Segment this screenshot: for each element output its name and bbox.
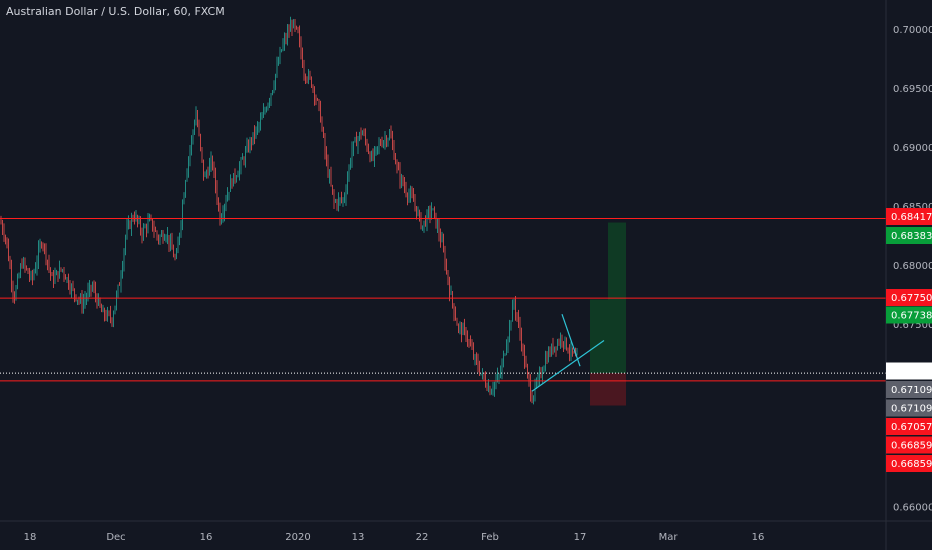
y-tick-label: 0.66000 [893,503,932,514]
price-tag-label: 0.68417 [891,212,932,223]
price-tag: 0.67057 [886,418,932,435]
time-axis[interactable]: 18 Dec 16 2020 13 22 Feb 17 Mar 16 [24,532,765,543]
x-tick-label: 16 [200,532,213,543]
y-tick-label: 0.70000 [893,25,932,36]
price-tag-box [886,399,932,417]
y-tick-label: 0.69000 [893,143,932,154]
price-tag-label: 0.68383 [891,231,932,242]
x-tick-label: 2020 [285,532,310,543]
price-tag-box [886,306,932,324]
position-zones [590,222,626,406]
x-tick-label: Dec [106,532,125,543]
trendlines [531,314,605,392]
trendline [531,339,605,392]
price-tag-box [886,455,932,472]
x-tick-label: 18 [24,532,37,543]
price-tag: 0.68417 [886,208,932,225]
price-tag: 0.68383 [886,227,932,244]
price-tag: 0.67738 [886,306,932,324]
trendline [561,314,581,367]
candles [0,16,578,405]
price-tag: 0.67750 [886,289,932,306]
y-tick-label: 0.68500 [893,202,932,213]
price-tag: 0.67109 [886,399,932,417]
price-tag-label: 0.67750 [891,293,932,304]
price-tag-box [886,289,932,306]
price-tag-box [886,208,932,225]
x-tick-label: Feb [481,532,499,543]
level-lines [0,217,886,382]
x-tick-label: 16 [752,532,765,543]
price-tag-label: 0.67109 [891,404,932,415]
price-tag-box [886,381,932,398]
price-tag-label: 0.66859 [891,459,932,470]
x-tick-label: 13 [352,532,365,543]
price-tag-label: 0.67109 [891,385,932,396]
price-axis[interactable]: 0.70000 0.69500 0.69000 0.68500 0.68000 0.675… [893,25,932,514]
price-tag: 0.67109 [886,381,932,398]
price-tags: 0.68417 0.68383 0.67750 0.67738 0.67121 0.671… [886,208,932,472]
price-tag-box [886,436,932,454]
y-tick-label: 0.69500 [893,84,932,95]
price-tag: 0.67121 [886,362,932,380]
price-tag-label: 0.67121 [891,367,932,378]
price-tag-label: 0.67738 [891,311,932,322]
x-tick-label: 17 [574,532,587,543]
chart-title: Australian Dollar / U.S. Dollar, 60, FXC… [6,5,225,18]
price-tag-label: 0.66859 [891,441,932,452]
x-tick-label: 22 [416,532,429,543]
price-tag: 0.66859 [886,455,932,472]
target-zone-near [590,299,608,374]
price-tag-box [886,227,932,244]
price-tag-label: 0.67057 [891,422,932,433]
stop-zone [590,373,626,406]
price-tag: 0.66859 [886,436,932,454]
y-tick-label: 0.68000 [893,261,932,272]
price-tag-box [886,362,932,380]
x-tick-label: Mar [659,532,679,543]
price-tag-box [886,418,932,435]
y-tick-label: 0.67500 [893,320,932,331]
